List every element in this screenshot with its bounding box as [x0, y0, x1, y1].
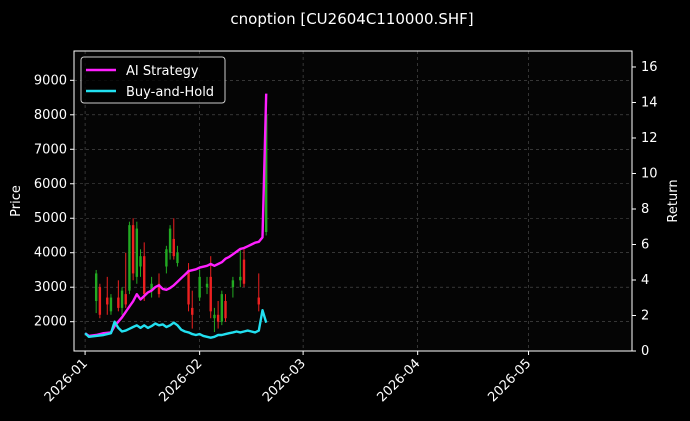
candle-body	[231, 280, 235, 288]
candle-body	[242, 259, 246, 284]
candle-body	[98, 287, 102, 315]
candle-body	[135, 228, 139, 277]
candle-body	[143, 256, 146, 295]
y2-axis-label: Return	[666, 179, 681, 222]
series-line-ai-strategy	[84, 93, 268, 338]
candle-body	[220, 294, 224, 322]
y-tick-label: 7000	[34, 142, 67, 157]
legend-label-buy-and-hold: Buy-and-Hold	[126, 85, 214, 100]
candle-body	[106, 297, 109, 305]
candle-body	[124, 294, 127, 305]
legend-box	[80, 56, 226, 104]
candle-body	[165, 249, 168, 267]
candle-body	[139, 256, 142, 267]
candle-body	[264, 114, 268, 233]
candle-body	[191, 307, 194, 315]
y-tick-label: 9000	[34, 73, 67, 88]
plot-frame	[73, 50, 633, 352]
candle-body	[150, 283, 153, 291]
candle-body	[176, 252, 179, 264]
legend: AI Strategy Buy-and-Hold	[80, 56, 226, 104]
series-lines	[84, 93, 268, 339]
y2-tick-label: 16	[641, 60, 658, 75]
candle-body	[109, 297, 113, 312]
candle-body	[216, 314, 220, 322]
candle-body	[172, 238, 175, 257]
candle-body	[257, 297, 260, 305]
candle-body	[94, 273, 98, 301]
y-tick-label: 2000	[34, 315, 67, 330]
candle-body	[239, 276, 242, 281]
y-tick-label: 4000	[34, 246, 67, 261]
legend-label-ai-strategy: AI Strategy	[126, 64, 199, 79]
candle-body	[128, 225, 131, 291]
y2-tick-label: 8	[641, 202, 649, 217]
y-tick-label: 3000	[34, 280, 67, 295]
candle-body	[213, 314, 216, 319]
candle-body	[198, 276, 201, 298]
series-line-buy-and-hold	[84, 309, 268, 339]
y2-tick-label: 4	[641, 273, 649, 288]
candle-body	[120, 290, 124, 308]
y-tick-label: 5000	[34, 211, 67, 226]
y-tick-label: 8000	[34, 108, 67, 123]
candle-body	[187, 269, 190, 305]
candle-body	[209, 276, 212, 312]
candle-body	[168, 228, 172, 253]
y-axis-label: Price	[9, 185, 24, 217]
candles	[94, 107, 268, 333]
y2-tick-label: 14	[641, 95, 658, 110]
y2-tick-label: 6	[641, 237, 649, 252]
y2-tick-label: 10	[641, 166, 658, 181]
candle-body	[117, 297, 120, 308]
y2-tick-label: 12	[641, 131, 658, 146]
candle-body	[131, 225, 135, 274]
y-axis-right: 0 2 4 6 8 10 12 14 16	[632, 60, 658, 359]
y2-tick-label: 0	[641, 344, 649, 359]
y-tick-label: 6000	[34, 177, 67, 192]
chart-title: cnoption [CU2604C110000.SHF]	[230, 10, 473, 28]
candle-body	[224, 301, 227, 319]
candle-body	[157, 283, 161, 295]
candle-body	[205, 283, 209, 288]
y-axis-left: 2000 3000 4000 5000 6000 7000 8000 9000	[34, 73, 74, 330]
y2-tick-label: 2	[641, 308, 649, 323]
